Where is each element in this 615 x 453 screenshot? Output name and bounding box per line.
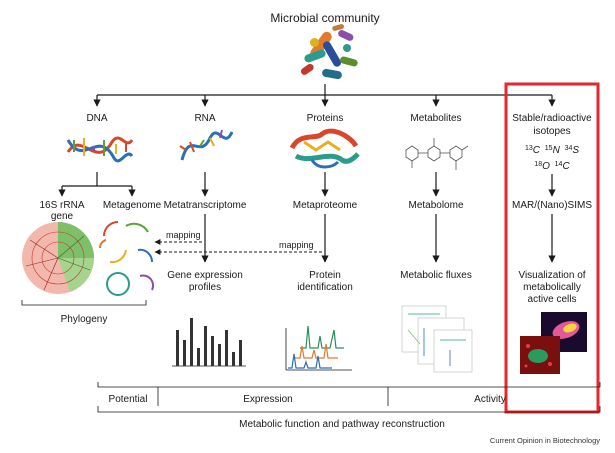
16s-gene-label: gene [51, 211, 74, 222]
activity-label: Activity [474, 394, 506, 405]
metabolite-structures-icon [405, 138, 469, 170]
mapping-label-proteins: mapping [279, 240, 314, 250]
protein-spectra-icon [285, 325, 352, 371]
protein-identification-label: Protein [309, 270, 341, 281]
mapping-label-rna: mapping [166, 230, 201, 240]
rna-label: RNA [194, 113, 215, 124]
protein-structure-icon [289, 128, 360, 169]
metabolic-pathways-icon [401, 305, 473, 373]
metabolic-fluxes-label: Metabolic fluxes [400, 270, 472, 281]
metabolome-label: Metabolome [408, 200, 463, 211]
microbial-community-icon [300, 24, 358, 80]
pathway-reconstruction-label: Metabolic function and pathway reconstru… [239, 419, 445, 430]
mar-nanosims-label: MAR/(Nano)SIMS [512, 200, 592, 211]
protein-identification-label-line2: identification [297, 282, 353, 293]
visualization-label-line2: metabolically [523, 282, 581, 293]
expression-label: Expression [243, 394, 292, 405]
visualization-label-line3: active cells [528, 294, 577, 305]
gene-expression-label-line2: profiles [189, 282, 221, 293]
journal-credit: Current Opinion in Biotechnology [490, 436, 600, 445]
phylogenetic-tree-icon [22, 222, 95, 294]
phylogeny-label: Phylogeny [61, 314, 108, 325]
diagram-title: Microbial community [270, 11, 379, 25]
metaproteome-label: Metaproteome [293, 200, 358, 211]
dna-helix-icon [66, 136, 134, 163]
gene-expression-label: Gene expression [167, 270, 243, 281]
isotopes-label-line2: isotopes [533, 126, 570, 137]
rna-strand-icon [179, 129, 234, 161]
phylogeny-bracket [21, 300, 147, 306]
nanosims-images-icon [520, 312, 587, 374]
isotope-formula-line2: 18O 14C [534, 161, 570, 173]
metatranscriptome-label: Metatranscriptome [164, 200, 247, 211]
proteins-label: Proteins [307, 113, 344, 124]
metabolites-label: Metabolites [410, 113, 461, 124]
visualization-label-line1: Visualization of [518, 270, 585, 281]
isotope-formula-line1: 13C 15N 34S [525, 145, 579, 157]
metagenome-fragments-icon [99, 221, 155, 296]
potential-label: Potential [109, 394, 148, 405]
pathway-bracket [97, 406, 601, 413]
isotopes-label-line1: Stable/radioactive [512, 113, 592, 124]
function-bracket-top [97, 382, 601, 388]
gene-expression-bars-icon [172, 318, 246, 367]
dna-label: DNA [86, 113, 107, 124]
metagenome-label: Metagenome [103, 200, 162, 211]
16s-rrna-label: 16S rRNA [39, 200, 84, 211]
